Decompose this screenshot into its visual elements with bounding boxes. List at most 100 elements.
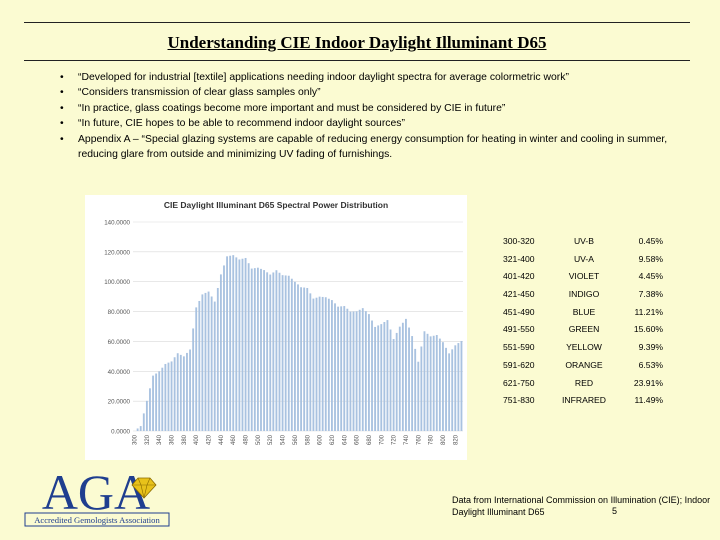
spd-bar <box>395 332 398 431</box>
spd-bar <box>186 352 188 431</box>
spd-bar <box>269 274 272 431</box>
spd-bar <box>275 270 278 431</box>
x-tick-label: 800 <box>441 434 447 445</box>
spd-bar <box>272 272 275 431</box>
band-row: 621-750 RED 23.91% <box>503 378 663 396</box>
spd-bar <box>260 268 262 431</box>
spd-bar <box>284 275 287 431</box>
spd-bar <box>238 259 241 431</box>
x-tick-label: 420 <box>207 434 213 445</box>
spd-bar <box>401 322 404 431</box>
spd-bar <box>423 331 426 431</box>
band-range: 300-320 <box>503 236 535 246</box>
spd-bar <box>411 336 414 431</box>
bullet-item: “In practice, glass coatings become more… <box>60 101 700 117</box>
spd-bar <box>232 255 235 431</box>
spd-bar <box>170 361 173 431</box>
spd-bar <box>442 342 444 431</box>
bullet-item: “In future, CIE hopes to be able to reco… <box>60 116 700 132</box>
x-tick-label: 360 <box>170 434 176 445</box>
spd-bar <box>235 257 238 431</box>
spd-bar <box>244 257 247 431</box>
y-tick-label: 80.0000 <box>108 309 131 316</box>
band-row: 401-420 VIOLET 4.45% <box>503 271 663 289</box>
x-tick-label: 340 <box>157 434 163 445</box>
x-tick-label: 620 <box>330 434 336 445</box>
x-tick-label: 480 <box>244 434 250 445</box>
spd-bar <box>195 307 198 431</box>
spd-bar <box>219 274 222 431</box>
spd-bar <box>327 298 330 431</box>
band-name: RED <box>574 377 594 388</box>
x-tick-label: 700 <box>379 434 385 445</box>
spd-bar <box>164 363 167 431</box>
band-row: 451-490 BLUE 11.21% <box>503 307 663 325</box>
spectral-band-table: 300-320 UV-B 0.45% 321-400 UV-A 9.58% 40… <box>503 236 663 413</box>
spd-bar <box>432 335 435 431</box>
spd-bar <box>309 293 312 431</box>
spd-bar <box>331 300 333 431</box>
band-row: 491-550 GREEN 15.60% <box>503 324 663 342</box>
band-range: 401-420 <box>503 271 535 282</box>
spd-bar <box>414 348 417 431</box>
spd-bar <box>435 335 438 431</box>
spd-bar <box>278 272 281 431</box>
band-name: UV-B <box>573 236 595 246</box>
spd-bar <box>216 287 219 431</box>
spd-bar <box>374 326 377 431</box>
band-range: 491-550 <box>503 324 535 335</box>
aga-logo-svg: AGA Accredited Gemologists Association <box>24 464 170 527</box>
band-range: 451-490 <box>503 306 535 317</box>
spd-bar <box>349 311 352 431</box>
spd-bar <box>386 320 389 431</box>
spd-bar <box>201 294 204 431</box>
spd-bar <box>460 340 463 431</box>
x-tick-label: 580 <box>305 434 311 445</box>
x-tick-label: 380 <box>182 434 188 445</box>
spd-bar <box>408 327 410 431</box>
band-row: 591-620 ORANGE 6.53% <box>503 360 663 378</box>
band-percent: 23.91% <box>633 377 663 388</box>
spd-bar <box>287 275 290 431</box>
spd-bar <box>405 318 407 431</box>
spd-bar <box>377 325 380 431</box>
spd-bar <box>207 291 210 431</box>
gem-icon <box>131 477 157 499</box>
spd-bar <box>161 367 164 431</box>
spd-bar <box>392 339 395 431</box>
spd-bar <box>179 354 182 431</box>
top-rule <box>24 22 690 23</box>
bullet-item: Appendix A – “Special glazing systems ar… <box>60 132 700 163</box>
bullet-item: “Developed for industrial [textile] appl… <box>60 70 700 86</box>
x-tick-label: 400 <box>194 434 200 445</box>
spd-bar <box>448 353 451 431</box>
spd-bar <box>457 343 460 431</box>
spd-bar <box>312 298 315 431</box>
band-range: 591-620 <box>503 359 535 370</box>
x-tick-label: 520 <box>268 434 274 445</box>
spd-bar <box>303 287 306 431</box>
y-tick-label: 20.0000 <box>108 399 131 406</box>
band-name: VIOLET <box>568 271 600 282</box>
y-tick-label: 60.0000 <box>108 339 131 346</box>
spd-bar <box>210 296 213 431</box>
x-tick-label: 500 <box>256 434 262 445</box>
spd-bar <box>263 270 265 431</box>
spd-bar <box>256 267 259 431</box>
band-name: ORANGE <box>565 359 603 370</box>
spd-bar <box>290 278 293 431</box>
band-range: 421-450 <box>503 289 535 300</box>
spd-bar <box>318 296 321 431</box>
spd-bar <box>420 346 423 431</box>
slide-title: Understanding CIE Indoor Daylight Illumi… <box>167 33 547 52</box>
spd-bar <box>198 300 201 431</box>
spd-bar <box>451 349 454 431</box>
data-source-credit: Data from International Commission on Il… <box>452 495 711 517</box>
spd-bar <box>223 265 225 431</box>
spd-bar <box>176 353 179 431</box>
spd-bar <box>241 258 244 431</box>
spd-bar <box>300 287 303 431</box>
band-name: INDIGO <box>568 289 600 300</box>
spd-bar <box>139 426 142 431</box>
x-tick-label: 740 <box>404 434 410 445</box>
